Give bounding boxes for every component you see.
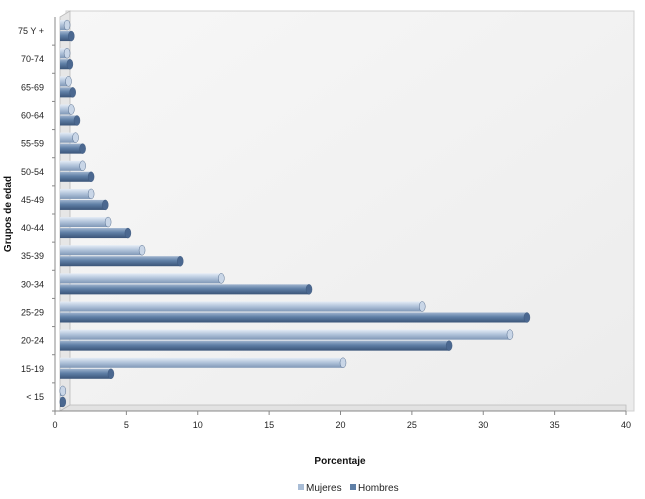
bar-mujeres-6	[60, 216, 112, 228]
x-tick-label: 40	[621, 420, 631, 430]
bar-hombres-0	[59, 396, 67, 408]
y-tick-label: 15-19	[21, 364, 44, 374]
y-tick-label: 35-39	[21, 251, 44, 261]
y-tick-label: 25-29	[21, 308, 44, 318]
bar-hombres-8	[60, 171, 95, 182]
y-tick-label: 20-24	[21, 336, 44, 346]
bar-mujeres-10	[60, 104, 75, 115]
bar-mujeres-0	[59, 385, 67, 397]
bar-hombres-6	[60, 227, 132, 239]
bar-hombres-7	[60, 199, 109, 211]
plot-area	[65, 10, 635, 412]
bar-mujeres-1	[60, 357, 347, 368]
y-tick-label: 70-74	[21, 54, 44, 64]
y-tick-label: 40-44	[21, 223, 44, 233]
bar-mujeres-2	[60, 329, 514, 340]
x-tick-label: 25	[407, 420, 417, 430]
bar-mujeres-13	[60, 19, 71, 31]
bar-hombres-12	[60, 59, 74, 70]
bar-hombres-10	[60, 115, 81, 126]
y-tick-label: < 15	[26, 392, 44, 402]
x-axis-title: Porcentaje	[314, 456, 366, 467]
y-tick-labels: < 15 15-19 20-24 25-29 30-34 35-39 40-44 45-49 5…	[18, 26, 55, 412]
bar-hombres-11	[60, 87, 76, 98]
x-tick-label: 15	[264, 420, 274, 430]
bar-mujeres-11	[60, 76, 72, 87]
bar-hombres-5	[60, 256, 184, 267]
legend-label-hombres: Hombres	[358, 483, 399, 494]
bar-hombres-3	[60, 312, 531, 323]
bar-mujeres-12	[60, 48, 71, 59]
y-tick-label: 75 Y +	[18, 26, 44, 36]
bar-mujeres-9	[60, 132, 79, 143]
x-tick-label: 0	[52, 420, 57, 430]
x-tick-label: 30	[478, 420, 488, 430]
legend-swatch-hombres	[350, 484, 356, 490]
side-wall	[59, 10, 71, 412]
floor	[58, 404, 627, 412]
legend-swatch-mujeres	[298, 484, 304, 490]
y-tick-label: 60-64	[21, 111, 44, 121]
y-tick-label: 65-69	[21, 82, 44, 92]
x-tick-label: 5	[124, 420, 129, 430]
bar-mujeres-4	[60, 273, 225, 284]
x-tick-label: 35	[550, 420, 560, 430]
y-axis-title: Grupos de edad	[3, 176, 14, 252]
bar-mujeres-8	[60, 160, 86, 171]
bar-mujeres-7	[60, 188, 95, 200]
y-tick-label: 50-54	[21, 167, 44, 177]
x-tick-labels: 0 5 10 15 20 25 30 35 40	[52, 411, 631, 430]
legend: Mujeres Hombres	[298, 483, 399, 494]
y-tick-label: 55-59	[21, 139, 44, 149]
x-tick-label: 10	[193, 420, 203, 430]
bar-hombres-4	[60, 284, 313, 295]
y-tick-label: 45-49	[21, 195, 44, 205]
bar-hombres-1	[60, 368, 115, 379]
legend-label-mujeres: Mujeres	[306, 483, 342, 494]
bar-mujeres-3	[60, 301, 426, 312]
bar-hombres-2	[60, 340, 453, 351]
bar-hombres-13	[60, 30, 75, 42]
bar-mujeres-5	[60, 245, 146, 256]
x-tick-label: 20	[335, 420, 345, 430]
bars-layer	[59, 19, 531, 408]
bar-hombres-9	[60, 143, 86, 154]
y-tick-label: 30-34	[21, 279, 44, 289]
